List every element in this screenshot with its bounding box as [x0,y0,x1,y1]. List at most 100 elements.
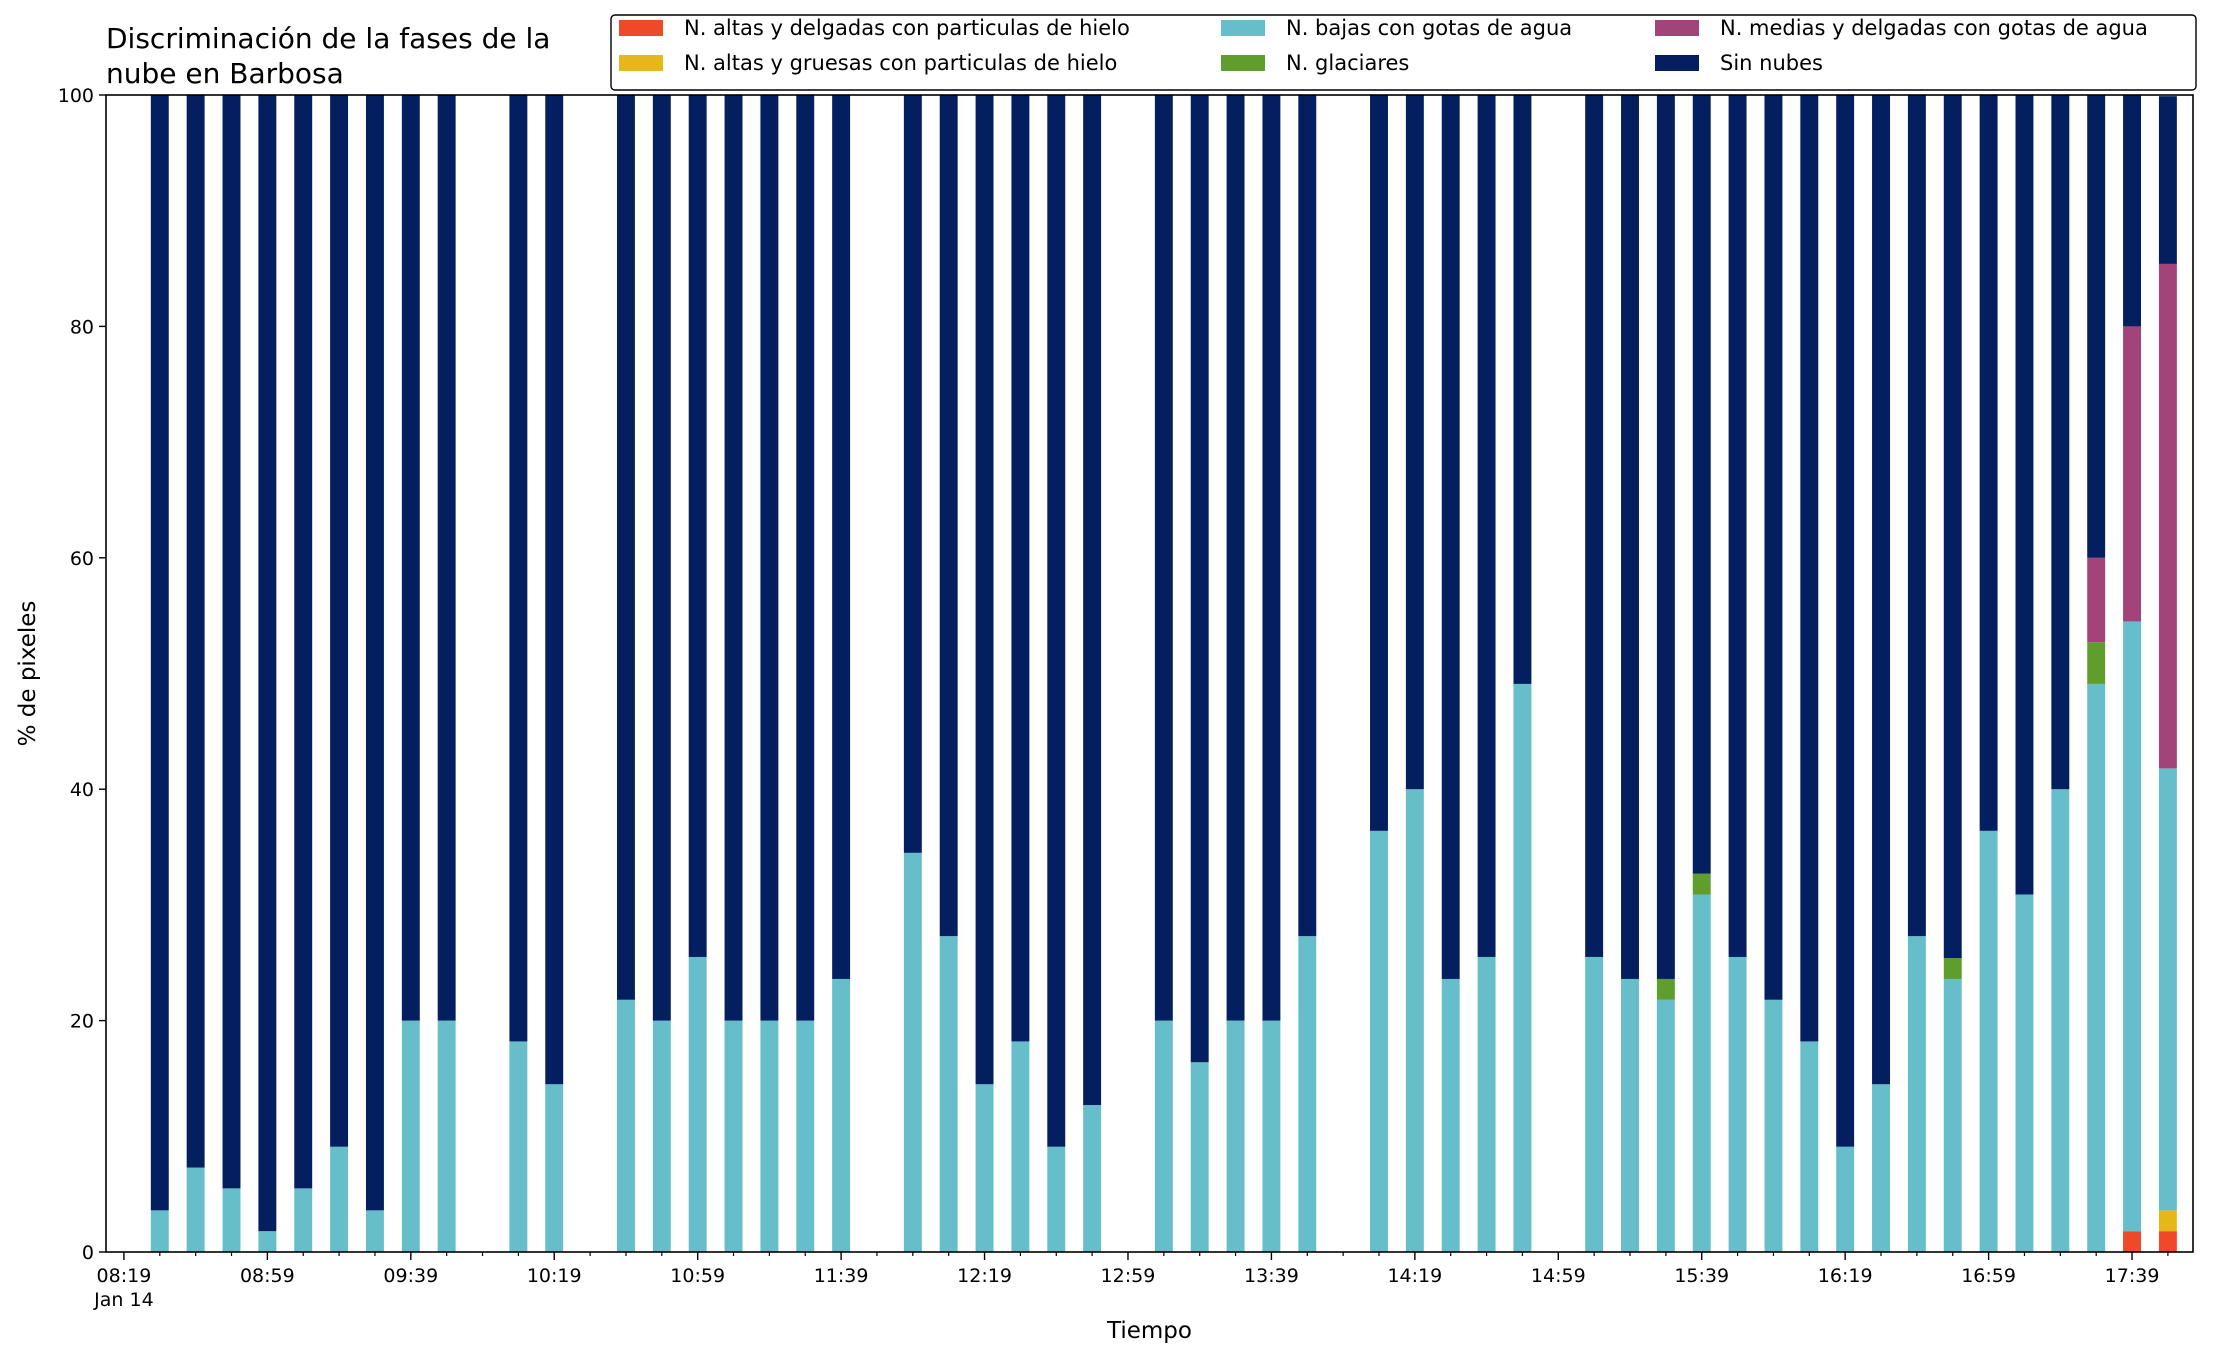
bar-segment-22-series-2 [1047,1146,1066,1252]
legend-box [610,14,2197,91]
bar-segment-49-series-4 [2123,326,2141,622]
legend-label-5: Sin nubes [1720,51,1823,75]
legend-swatch-5 [1655,55,1699,71]
bar-segment-31-series-5 [1441,95,1460,979]
y-tick-label-3: 60 [70,548,94,570]
bar-segment-35-series-2 [1621,978,1639,1252]
bar-segment-40-series-2 [1800,1041,1819,1252]
bar-segment-20-series-5 [975,95,994,1085]
bar-segment-36-series-5 [1656,95,1675,979]
bar-segment-37-series-3 [1692,873,1711,895]
bar-segment-29-series-5 [1370,95,1388,831]
bar-segment-6-series-5 [365,95,384,1211]
bar-segment-19-series-5 [939,95,958,937]
y-tick-label-4: 80 [70,316,94,338]
bar-segment-7-series-5 [401,95,420,1021]
x-tick-label-11: 15:39 [1674,1265,1729,1287]
bar-segment-44-series-5 [1943,95,1962,959]
bar-segment-38-series-5 [1728,95,1747,957]
legend-swatch-3 [1221,55,1265,71]
x-tick-label-6: 12:19 [957,1265,1012,1287]
legend-label-1: N. altas y gruesas con particulas de hie… [684,51,1117,75]
bar-segment-42-series-5 [1872,95,1890,1085]
bar-segment-48-series-4 [2087,557,2106,643]
bar-segment-1-series-5 [186,95,205,1168]
bar-segment-0-series-2 [150,1210,169,1252]
bar-segment-14-series-2 [724,1020,743,1252]
bar-segment-27-series-5 [1262,95,1281,1021]
bar-segment-37-series-5 [1692,95,1711,874]
bar-segment-47-series-2 [2051,789,2070,1252]
y-axis-label: % de pixeles [15,601,41,747]
legend-label-0: N. altas y delgadas con particulas de hi… [684,16,1130,40]
bar-segment-38-series-2 [1728,956,1747,1252]
x-tick-label-5: 11:39 [814,1265,869,1287]
bar-segment-37-series-2 [1692,894,1711,1252]
legend-label-2: N. bajas con gotas de agua [1286,16,1572,40]
bar-segment-36-series-3 [1656,978,1675,1000]
bar-segment-21-series-5 [1011,95,1030,1042]
bar-segment-41-series-2 [1836,1146,1855,1252]
bar-segment-33-series-2 [1513,683,1532,1252]
bar-segment-48-series-3 [2087,642,2106,684]
bar-segment-18-series-2 [903,852,922,1252]
x-tick-label-3: 10:19 [527,1265,582,1287]
bar-segment-48-series-5 [2087,95,2106,558]
legend: N. altas y delgadas con particulas de hi… [610,14,2197,91]
bar-segment-1-series-2 [186,1167,205,1252]
x-tick-label-0-line-1: Jan 14 [93,1289,154,1311]
bar-segment-15-series-5 [760,95,779,1021]
bar-segment-15-series-2 [760,1020,779,1252]
x-tick-label-1: 08:59 [240,1265,295,1287]
legend-swatch-2 [1221,20,1265,36]
bar-segment-23-series-2 [1083,1105,1102,1252]
bar-segment-8-series-5 [437,95,456,1021]
bar-segment-26-series-5 [1226,95,1245,1021]
bar-segment-50-series-2 [2158,768,2177,1211]
bar-segment-48-series-2 [2087,683,2106,1252]
x-tick-label-9: 14:19 [1387,1265,1442,1287]
bar-segment-27-series-2 [1262,1020,1281,1252]
legend-label-3: N. glaciares [1286,51,1409,75]
bar-segment-39-series-2 [1764,999,1783,1252]
bars-layer [150,95,2177,1252]
bar-segment-21-series-2 [1011,1041,1030,1252]
bar-segment-49-series-2 [2123,621,2141,1232]
bar-segment-4-series-2 [294,1188,313,1252]
bar-segment-49-series-5 [2123,95,2141,327]
x-tick-label-12: 16:19 [1818,1265,1873,1287]
bar-segment-43-series-2 [1907,936,1926,1252]
bar-segment-18-series-5 [903,95,922,853]
bar-segment-49-series-0 [2123,1231,2141,1252]
bar-segment-12-series-2 [652,1020,671,1252]
bar-segment-42-series-2 [1872,1084,1890,1252]
bar-segment-46-series-2 [2015,894,2034,1252]
bar-segment-47-series-5 [2051,95,2070,790]
bar-segment-7-series-2 [401,1020,420,1252]
bar-segment-40-series-5 [1800,95,1819,1042]
bar-segment-43-series-5 [1907,95,1926,937]
legend-swatch-0 [619,20,663,36]
bar-segment-50-series-0 [2158,1231,2177,1252]
bar-segment-13-series-5 [688,95,707,957]
bar-segment-10-series-2 [545,1084,564,1252]
bar-segment-9-series-5 [509,95,528,1042]
bar-segment-50-series-1 [2158,1210,2177,1232]
bar-segment-9-series-2 [509,1041,528,1252]
bar-segment-5-series-5 [330,95,349,1147]
x-axis-label: Tiempo [1106,1318,1192,1344]
bar-segment-17-series-5 [832,95,851,979]
x-tick-label-7: 12:59 [1101,1265,1156,1287]
bar-segment-50-series-5 [2158,96,2177,264]
bar-segment-25-series-2 [1190,1062,1209,1252]
bar-segment-3-series-2 [258,1231,277,1252]
bar-segment-46-series-5 [2015,95,2034,895]
bar-segment-19-series-2 [939,936,958,1252]
bar-segment-29-series-2 [1370,830,1388,1252]
legend-swatch-1 [619,55,663,71]
bar-segment-4-series-5 [294,95,313,1189]
bar-segment-34-series-2 [1585,956,1604,1252]
x-tick-label-14: 17:39 [2105,1265,2160,1287]
